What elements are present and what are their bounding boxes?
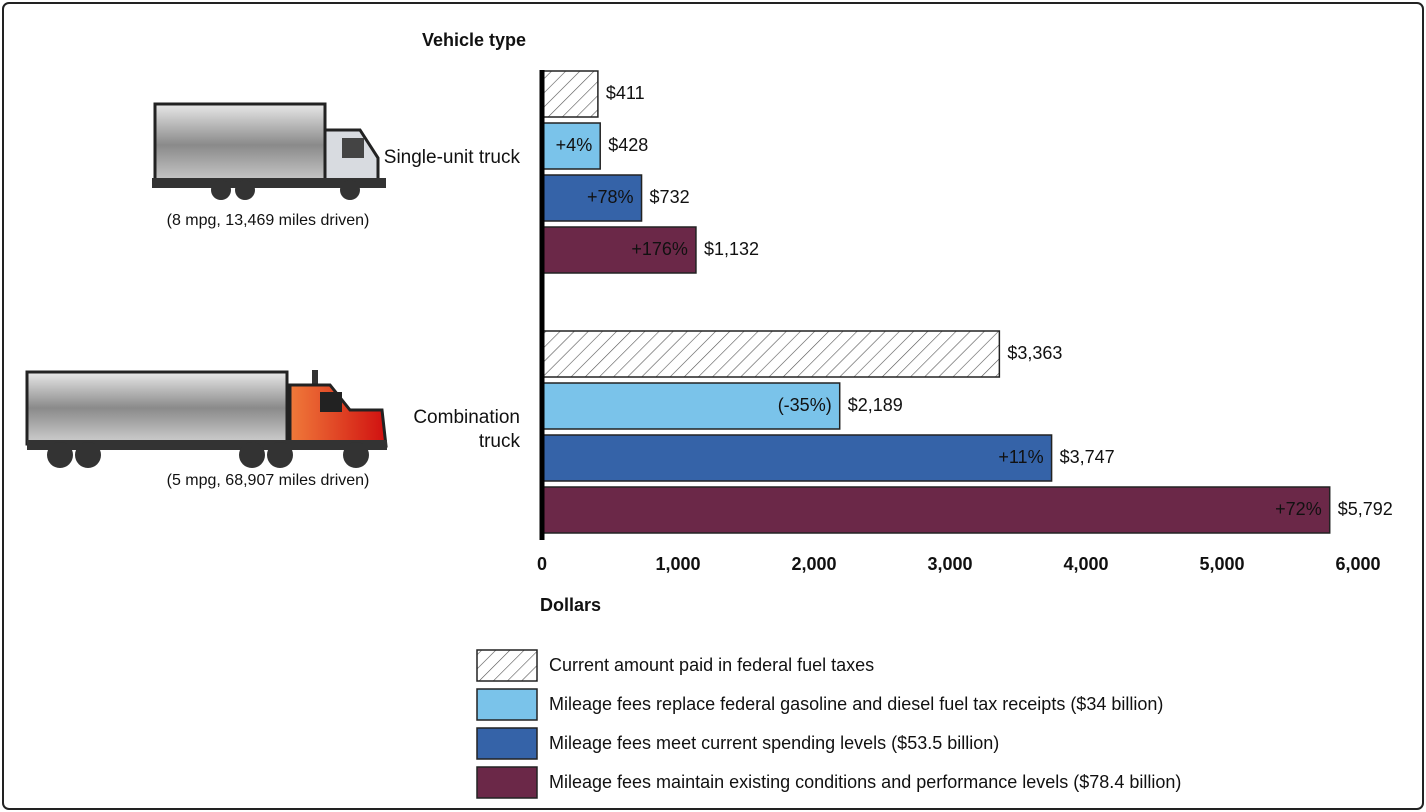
x-axis-label: Dollars xyxy=(540,595,601,615)
y-axis-label: Vehicle type xyxy=(422,30,526,50)
bar xyxy=(541,226,697,274)
category-label-box: Combination truck xyxy=(413,407,520,452)
x-tick-label: 4,000 xyxy=(1063,554,1108,574)
x-tick-label: 2,000 xyxy=(791,554,836,574)
bar xyxy=(541,330,1001,378)
x-tick-label: 6,000 xyxy=(1335,554,1380,574)
legend-label: Current amount paid in federal fuel taxe… xyxy=(549,655,874,675)
x-tick-label: 0 xyxy=(537,554,547,574)
value-label: $5,792 xyxy=(1338,499,1393,519)
legend-swatch xyxy=(476,649,538,682)
bar xyxy=(541,382,841,430)
legend-swatch xyxy=(476,688,538,721)
category-label-box: Single-unit truck xyxy=(383,147,520,168)
category-note: (8 mpg, 13,469 miles driven) xyxy=(167,212,370,229)
change-label: +78% xyxy=(587,187,634,207)
y-tick-label: Single-unit truck xyxy=(383,147,520,168)
legend-label: Mileage fees meet current spending level… xyxy=(549,733,999,753)
bar xyxy=(541,70,599,118)
legend-label: Mileage fees replace federal gasoline an… xyxy=(549,694,1163,714)
value-label: $411 xyxy=(606,83,645,103)
change-label: +4% xyxy=(556,135,593,155)
change-label: +176% xyxy=(631,239,688,259)
x-tick-label: 5,000 xyxy=(1199,554,1244,574)
value-label: $3,747 xyxy=(1060,447,1115,467)
value-label: $2,189 xyxy=(848,395,903,415)
value-label: $3,363 xyxy=(1007,343,1062,363)
value-label: $1,132 xyxy=(704,239,759,259)
single-unit-truck-icon xyxy=(152,102,386,200)
x-tick-label: 1,000 xyxy=(655,554,700,574)
legend-swatch xyxy=(476,727,538,760)
bar xyxy=(541,486,1331,534)
bar xyxy=(541,174,643,222)
y-tick-label: Combination truck xyxy=(413,407,520,452)
legend-label: Mileage fees maintain existing condition… xyxy=(549,772,1181,792)
category-note: (5 mpg, 68,907 miles driven) xyxy=(167,472,370,489)
value-label: $428 xyxy=(608,135,648,155)
change-label: +72% xyxy=(1275,499,1322,519)
change-label: +11% xyxy=(998,447,1043,467)
change-label: (-35%) xyxy=(778,395,832,415)
legend-swatch xyxy=(476,766,538,799)
bar xyxy=(541,434,1053,482)
combination-truck-icon xyxy=(25,370,388,468)
x-tick-label: 3,000 xyxy=(927,554,972,574)
value-label: $732 xyxy=(650,187,690,207)
